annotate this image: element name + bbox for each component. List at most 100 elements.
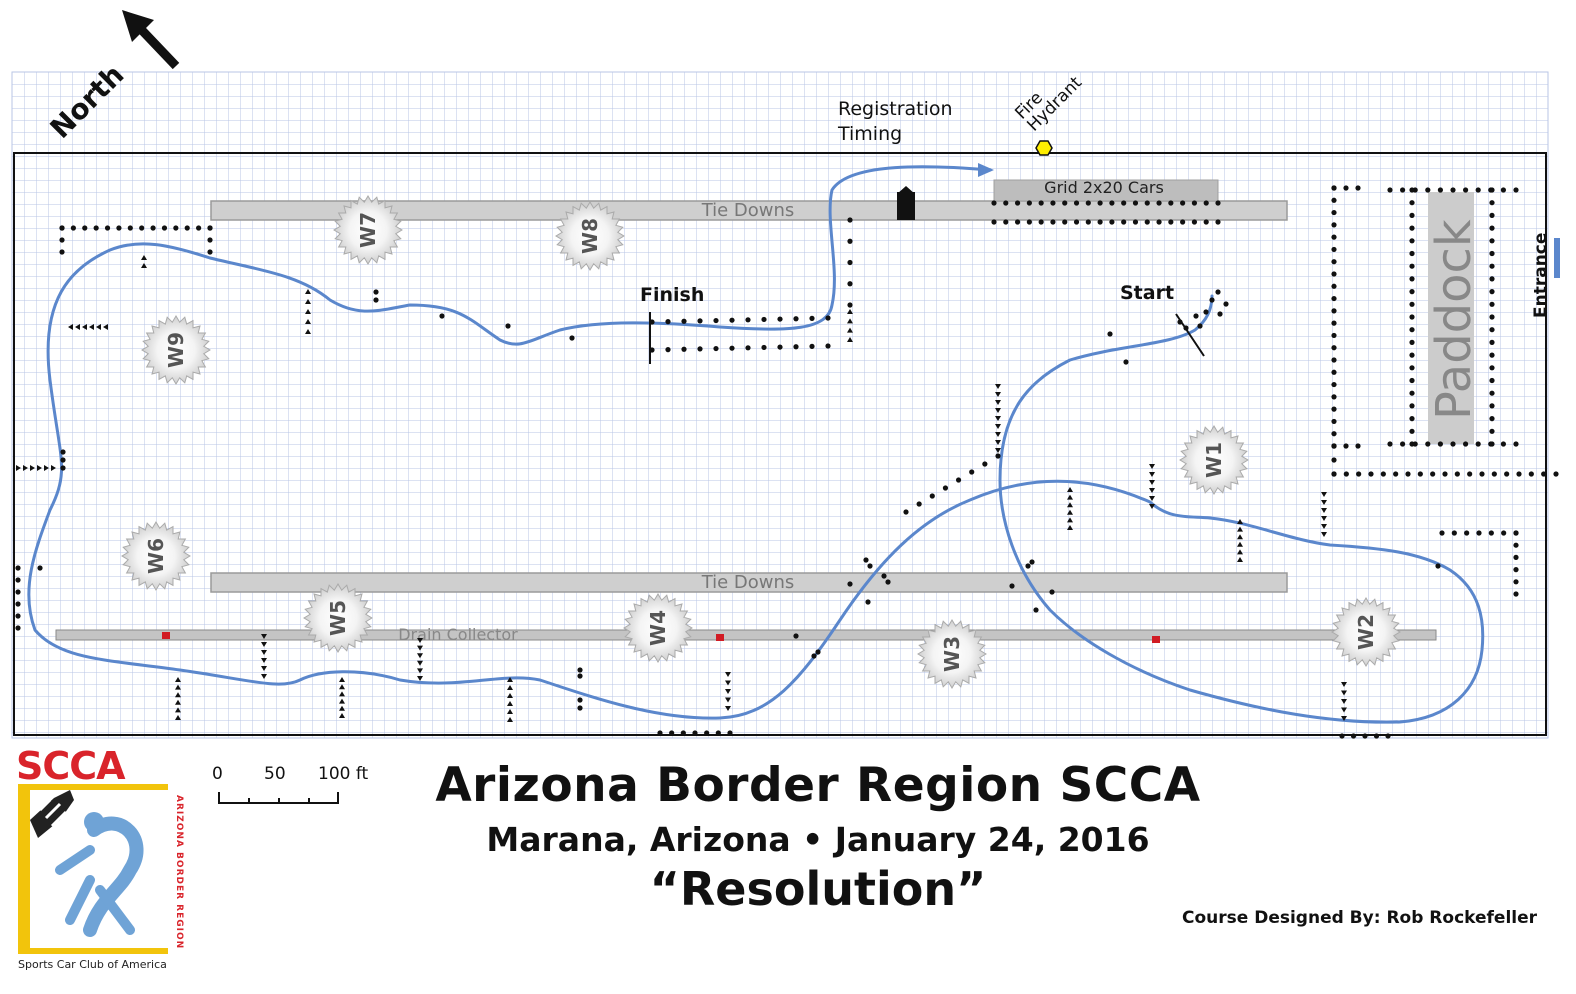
cone <box>1489 352 1495 358</box>
cone <box>1014 219 1021 225</box>
scale-label-50: 50 <box>264 764 286 784</box>
cone <box>1177 319 1183 325</box>
cone <box>1489 377 1495 384</box>
drain-marker <box>162 632 170 639</box>
cone <box>649 319 655 325</box>
cone <box>1168 219 1174 225</box>
pointer-cone <box>995 424 1001 429</box>
cone <box>1475 441 1481 447</box>
pointer-cone <box>995 400 1001 405</box>
finish-label: Finish <box>640 284 704 306</box>
worker-label: W2 <box>1354 614 1378 650</box>
cone <box>991 200 997 206</box>
cone <box>1400 187 1406 193</box>
cone <box>1085 200 1091 206</box>
pointer-cone <box>417 645 423 651</box>
cone <box>1513 567 1519 573</box>
cone <box>1513 579 1519 585</box>
pointer-cone <box>847 327 853 333</box>
fire-hydrant-icon <box>1035 140 1053 156</box>
pointer-cone <box>339 677 345 682</box>
cone <box>1409 377 1415 384</box>
cone <box>649 347 655 353</box>
cone <box>1215 200 1221 206</box>
cone <box>680 730 686 736</box>
cone <box>729 345 735 351</box>
cone <box>1331 418 1337 425</box>
cone <box>1062 200 1068 206</box>
pointer-cone <box>995 448 1001 453</box>
cone <box>727 730 733 736</box>
cone <box>1223 301 1229 307</box>
pointer-cone <box>339 713 345 718</box>
cone <box>1409 390 1415 396</box>
cone <box>793 316 799 322</box>
pointer-cone <box>261 658 267 663</box>
cone <box>681 318 687 324</box>
cone <box>1489 200 1495 206</box>
cone <box>1488 530 1494 536</box>
cone <box>1450 441 1456 447</box>
cone <box>1215 219 1221 225</box>
cone <box>116 225 122 231</box>
cone <box>1331 406 1337 412</box>
cone <box>1405 471 1411 477</box>
cone <box>1489 314 1495 320</box>
event-title: Arizona Border Region SCCA <box>435 758 1201 813</box>
cone <box>1331 320 1337 326</box>
cone <box>793 344 799 350</box>
cone <box>729 317 735 323</box>
kokopelli-logo-icon <box>30 790 144 937</box>
cone <box>1097 219 1103 225</box>
cone <box>1343 471 1349 477</box>
cone <box>809 343 815 349</box>
pointer-cone <box>305 289 311 294</box>
cone <box>942 485 949 491</box>
scale-tick <box>248 798 250 803</box>
cone <box>1331 246 1337 253</box>
cone <box>207 249 213 255</box>
cone <box>1489 365 1495 371</box>
cone <box>1513 441 1519 447</box>
cone <box>982 461 988 467</box>
cone <box>1331 369 1337 375</box>
north-arrow-icon <box>122 10 180 70</box>
pointer-cone <box>1237 557 1243 562</box>
pointer-cone <box>995 432 1001 437</box>
cone <box>93 225 99 231</box>
worker-label: W6 <box>144 538 168 574</box>
cone <box>1009 583 1015 589</box>
pointer-cone <box>1067 517 1073 523</box>
cone <box>1464 530 1470 536</box>
pointer-cone <box>725 706 731 711</box>
cone <box>60 465 66 471</box>
pointer-cone <box>1149 472 1155 477</box>
scale-bar: 0 50 100 ft <box>210 764 380 814</box>
entrance-label: Entrance <box>1531 233 1551 318</box>
pointer-cone <box>507 685 513 690</box>
registration-label: Registration <box>838 98 953 120</box>
cone <box>1409 301 1415 307</box>
worker-station-w9: W9 <box>141 315 211 385</box>
drain-collector-label: Drain Collector <box>398 625 518 644</box>
cone <box>1331 357 1337 363</box>
cone <box>1183 325 1189 331</box>
cone <box>1476 530 1482 536</box>
cone <box>59 249 65 255</box>
cone <box>697 346 703 352</box>
cone <box>665 319 671 325</box>
pointer-cone <box>261 666 267 671</box>
worker-label: W1 <box>1202 442 1226 478</box>
pointer-cone <box>1149 480 1155 485</box>
pointer-cone <box>175 677 181 682</box>
cone <box>1331 271 1337 277</box>
cone <box>1026 219 1032 225</box>
cone <box>1417 471 1423 477</box>
cone <box>692 730 698 736</box>
pointer-cone <box>1067 494 1073 500</box>
cone <box>1193 313 1199 319</box>
pointer-cone <box>1321 516 1327 521</box>
cone <box>1513 591 1519 597</box>
cone <box>1489 276 1495 282</box>
